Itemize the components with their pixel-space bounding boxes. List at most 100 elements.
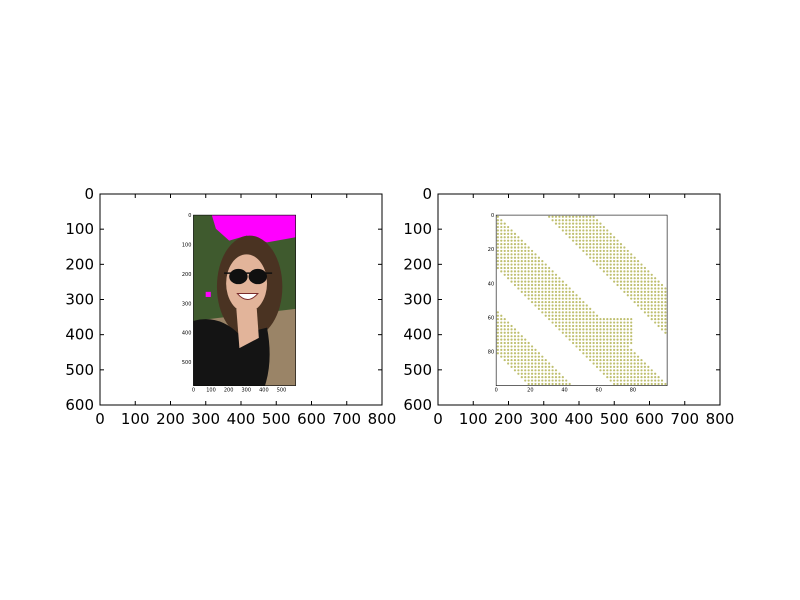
scatter-point	[571, 314, 575, 317]
scatter-point	[660, 300, 664, 304]
scatter-point	[602, 352, 605, 355]
scatter-point	[606, 232, 609, 235]
scatter-point	[619, 376, 623, 379]
scatter-point	[568, 338, 571, 341]
y-tick-label: 400	[65, 326, 94, 344]
scatter-point	[517, 365, 520, 368]
scatter-point	[496, 318, 499, 321]
scatter-point	[636, 369, 640, 372]
scatter-point	[507, 246, 510, 249]
scatter-point	[527, 358, 530, 362]
scatter-point	[517, 260, 520, 263]
scatter-point	[613, 318, 616, 321]
scatter-point	[500, 263, 503, 266]
scatter-point	[517, 358, 520, 362]
scatter-point	[602, 321, 605, 324]
scatter-point	[640, 358, 643, 362]
scatter-point	[664, 307, 667, 311]
scatter-point	[527, 352, 530, 355]
scatter-point	[616, 256, 619, 259]
scatter-point	[599, 263, 602, 266]
scatter-point	[524, 352, 527, 355]
scatter-point	[626, 365, 629, 368]
scatter-point	[619, 352, 623, 355]
scatter-point	[510, 365, 513, 368]
scatter-point	[503, 345, 506, 348]
scatter-point	[599, 242, 602, 246]
scatter-point	[534, 300, 537, 304]
scatter-point	[616, 345, 619, 348]
scatter-point	[660, 283, 664, 287]
scatter-point	[630, 260, 633, 263]
scatter-point	[541, 372, 544, 375]
scatter-point	[510, 341, 513, 345]
scatter-point	[613, 382, 616, 386]
scatter-point	[647, 365, 650, 368]
scatter-point	[595, 365, 599, 368]
scatter-point	[558, 328, 561, 331]
scatter-point	[575, 335, 578, 338]
scatter-point	[650, 307, 653, 311]
scatter-point	[626, 362, 629, 365]
scatter-point	[613, 263, 616, 266]
scatter-point	[517, 246, 520, 249]
scatter-point	[558, 307, 561, 311]
scatter-point	[541, 294, 544, 297]
scatter-point	[623, 379, 626, 382]
scatter-point	[643, 362, 646, 365]
scatter-point	[520, 348, 523, 351]
scatter-point	[541, 365, 544, 368]
scatter-point	[619, 331, 623, 334]
scatter-point	[554, 290, 558, 293]
scatter-point	[626, 379, 629, 382]
scatter-point	[561, 290, 564, 293]
scatter-point	[616, 331, 619, 334]
scatter-point	[561, 294, 564, 297]
scatter-point	[565, 232, 568, 235]
scatter-point	[585, 345, 588, 348]
scatter-point	[524, 341, 527, 345]
scatter-point	[623, 369, 626, 372]
scatter-point	[647, 287, 650, 290]
scatter-point	[496, 232, 499, 235]
scatter-point	[616, 283, 619, 287]
scatter-point	[602, 239, 605, 242]
scatter-point	[537, 382, 541, 386]
scatter-point	[589, 311, 592, 314]
scatter-point	[595, 331, 599, 334]
scatter-point	[613, 376, 616, 379]
scatter-point	[643, 304, 646, 307]
scatter-point	[616, 324, 619, 328]
scatter-point	[496, 225, 499, 229]
scatter-point	[623, 328, 626, 331]
scatter-point	[575, 331, 578, 334]
scatter-point	[582, 246, 585, 249]
inner-x-tick-label: 400	[259, 388, 269, 394]
scatter-point	[565, 294, 568, 297]
scatter-point	[561, 318, 564, 321]
scatter-point	[664, 290, 667, 293]
scatter-point	[500, 242, 503, 246]
scatter-point	[582, 341, 585, 345]
scatter-point	[582, 242, 585, 246]
scatter-point	[585, 355, 588, 358]
scatter-point	[616, 328, 619, 331]
scatter-point	[520, 283, 523, 287]
scatter-point	[609, 341, 612, 345]
scatter-point	[571, 222, 575, 225]
scatter-point	[640, 294, 643, 297]
scatter-point	[500, 345, 503, 348]
scatter-point	[619, 348, 623, 351]
scatter-point	[585, 321, 588, 324]
scatter-point	[548, 270, 551, 273]
scatter-point	[575, 328, 578, 331]
scatter-point	[510, 273, 513, 276]
scatter-point	[619, 379, 623, 382]
scatter-point	[640, 300, 643, 304]
scatter-point	[548, 283, 551, 287]
scatter-point	[613, 341, 616, 345]
scatter-point	[613, 242, 616, 246]
scatter-point	[626, 382, 629, 386]
scatter-point	[582, 229, 585, 232]
y-tick-label: 600	[65, 396, 94, 414]
